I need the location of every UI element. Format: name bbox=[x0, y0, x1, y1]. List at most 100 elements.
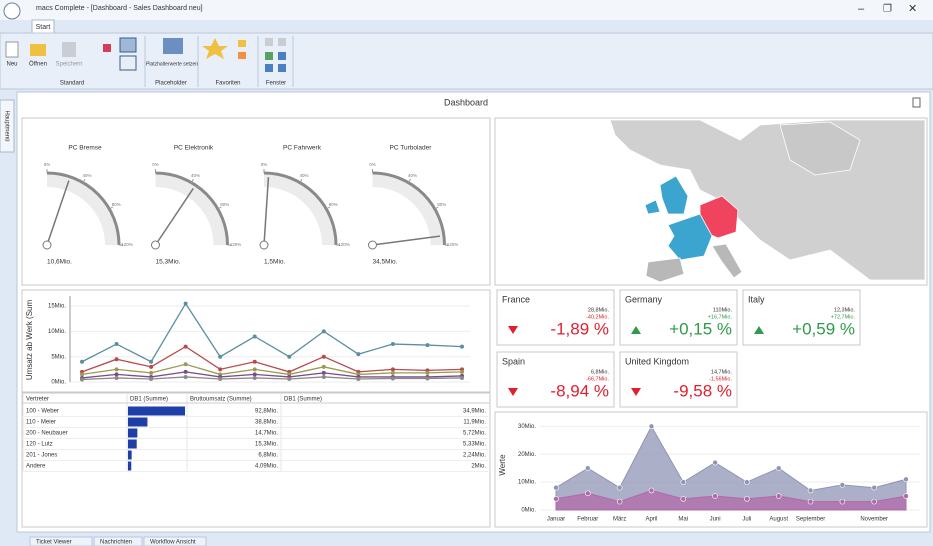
line-point bbox=[80, 377, 84, 382]
area-point bbox=[585, 465, 591, 471]
line-point bbox=[114, 357, 119, 362]
line-point bbox=[114, 342, 119, 347]
y-tick-label: 5Mio. bbox=[51, 354, 66, 360]
line-point bbox=[460, 344, 464, 349]
gauge-tick-label: 40% bbox=[299, 173, 308, 178]
line-point bbox=[287, 354, 292, 359]
table-bar bbox=[128, 439, 137, 449]
table-cell: 92,8Mio. bbox=[255, 409, 278, 415]
gauge-value: 34,5Mio. bbox=[373, 259, 398, 266]
line-point bbox=[218, 367, 223, 372]
export-button[interactable] bbox=[912, 97, 921, 108]
table-cell: 11,9Mio. bbox=[463, 420, 486, 426]
gauge-title: PC Fahrwerk bbox=[283, 145, 322, 152]
maximize-button[interactable]: ❐ bbox=[883, 4, 892, 15]
kpi-actual: 110Mio. bbox=[713, 307, 733, 313]
line-series bbox=[81, 371, 463, 379]
bottom-tab-label[interactable]: Nachrichten bbox=[100, 540, 132, 546]
bottom-tab[interactable] bbox=[93, 536, 143, 546]
line-point bbox=[252, 334, 257, 339]
title-bar bbox=[0, 0, 933, 20]
kpi-card bbox=[742, 289, 861, 346]
line-point bbox=[460, 369, 464, 374]
ribbon-group-label: Favoriten bbox=[215, 81, 240, 87]
y-tick-label: 30Mio. bbox=[518, 424, 536, 430]
minimize-button[interactable]: – bbox=[858, 3, 865, 15]
gauge-pivot bbox=[42, 240, 52, 250]
gauge-title: PC Turbolader bbox=[390, 145, 433, 152]
gauge-title: PC Bremse bbox=[68, 145, 102, 152]
table-cell: Andere bbox=[26, 464, 46, 470]
kpi-name: France bbox=[502, 294, 530, 304]
side-tab-label[interactable]: Hauptmenü bbox=[3, 110, 9, 141]
x-tick-label: August bbox=[769, 517, 788, 523]
kpi-delta: -1,56Mio. bbox=[709, 376, 732, 382]
gauge-needle bbox=[263, 177, 270, 246]
table-header: Bruttoumsatz (Summe) bbox=[190, 397, 252, 403]
bottom-tab-label[interactable]: Ticket Viewer bbox=[36, 540, 72, 546]
gauge-tick bbox=[82, 178, 86, 183]
area-point bbox=[775, 493, 782, 499]
table-header: Vertreter bbox=[26, 397, 49, 403]
kpi-delta: +72,7Mio. bbox=[831, 314, 856, 320]
area-point bbox=[648, 487, 655, 494]
area-point bbox=[839, 482, 846, 488]
ribbon-button[interactable]: Neu bbox=[6, 62, 17, 68]
line-series bbox=[81, 302, 463, 363]
gauge-tick-label: 120% bbox=[230, 242, 242, 247]
ribbon-button[interactable]: Platzhalterwerte setzen bbox=[146, 61, 198, 67]
gauge-tick-label: 0% bbox=[44, 162, 51, 167]
line-point bbox=[218, 376, 223, 381]
gauge-needle bbox=[154, 188, 194, 246]
kpi-card bbox=[496, 351, 615, 408]
ribbon-tab-label[interactable]: Start bbox=[36, 24, 51, 31]
kpi-value: +0,15 % bbox=[669, 319, 732, 338]
gauge-tick-label: 0% bbox=[369, 162, 376, 167]
kpi-card bbox=[619, 351, 738, 408]
ribbon-button[interactable]: Speichern bbox=[55, 62, 82, 68]
line-point bbox=[149, 359, 154, 364]
bottom-tab[interactable] bbox=[29, 536, 93, 546]
ribbon-button[interactable]: Öffnen bbox=[29, 61, 47, 68]
window-title: macs Complete - [Dashboard - Sales Dashb… bbox=[36, 5, 203, 12]
kpi-delta: -66,7Mio. bbox=[586, 376, 609, 382]
kpi-indicator bbox=[631, 388, 641, 396]
gauge-arc bbox=[155, 171, 229, 246]
x-tick-label: April bbox=[645, 517, 657, 523]
y-tick-label: 0Mio. bbox=[521, 508, 536, 514]
gauge-tick bbox=[434, 206, 439, 210]
area-point bbox=[616, 484, 623, 491]
side-tab[interactable] bbox=[0, 99, 15, 153]
line-point bbox=[183, 362, 188, 367]
kpi-name: Germany bbox=[625, 294, 663, 304]
area-point bbox=[903, 493, 909, 499]
kpi-value: +0,59 % bbox=[792, 319, 855, 338]
line-point bbox=[80, 372, 84, 377]
area-point bbox=[680, 496, 687, 502]
kpi-actual: 6,8Mio. bbox=[591, 369, 610, 375]
close-button[interactable]: ✕ bbox=[908, 3, 917, 15]
table-cell: 15,3Mio. bbox=[255, 442, 278, 448]
gauge-tick bbox=[109, 206, 114, 210]
gauge-tick-label: 120% bbox=[121, 242, 133, 247]
gauge-pivot bbox=[151, 240, 160, 250]
gauge-tick bbox=[299, 178, 303, 183]
app-icon[interactable] bbox=[3, 2, 21, 20]
x-tick-label: Mai bbox=[678, 517, 688, 523]
table-cell: 4,09Mio. bbox=[255, 464, 278, 470]
y-axis-title: Werte bbox=[498, 454, 507, 476]
kpi-name: Italy bbox=[748, 294, 765, 304]
y-tick-label: 10Mio. bbox=[48, 329, 66, 335]
line-point bbox=[183, 301, 188, 306]
area-point bbox=[903, 476, 909, 483]
line-series bbox=[81, 363, 463, 376]
table-bar bbox=[128, 417, 148, 427]
y-tick-label: 15Mio. bbox=[48, 304, 66, 310]
kpi-indicator bbox=[754, 326, 764, 334]
line-point bbox=[390, 342, 395, 347]
gauge-band bbox=[372, 173, 445, 245]
gauge-tick-label: 0% bbox=[152, 162, 159, 167]
bottom-tab[interactable] bbox=[143, 536, 207, 546]
bottom-tab-label[interactable]: Workflow Ansicht bbox=[150, 540, 196, 546]
